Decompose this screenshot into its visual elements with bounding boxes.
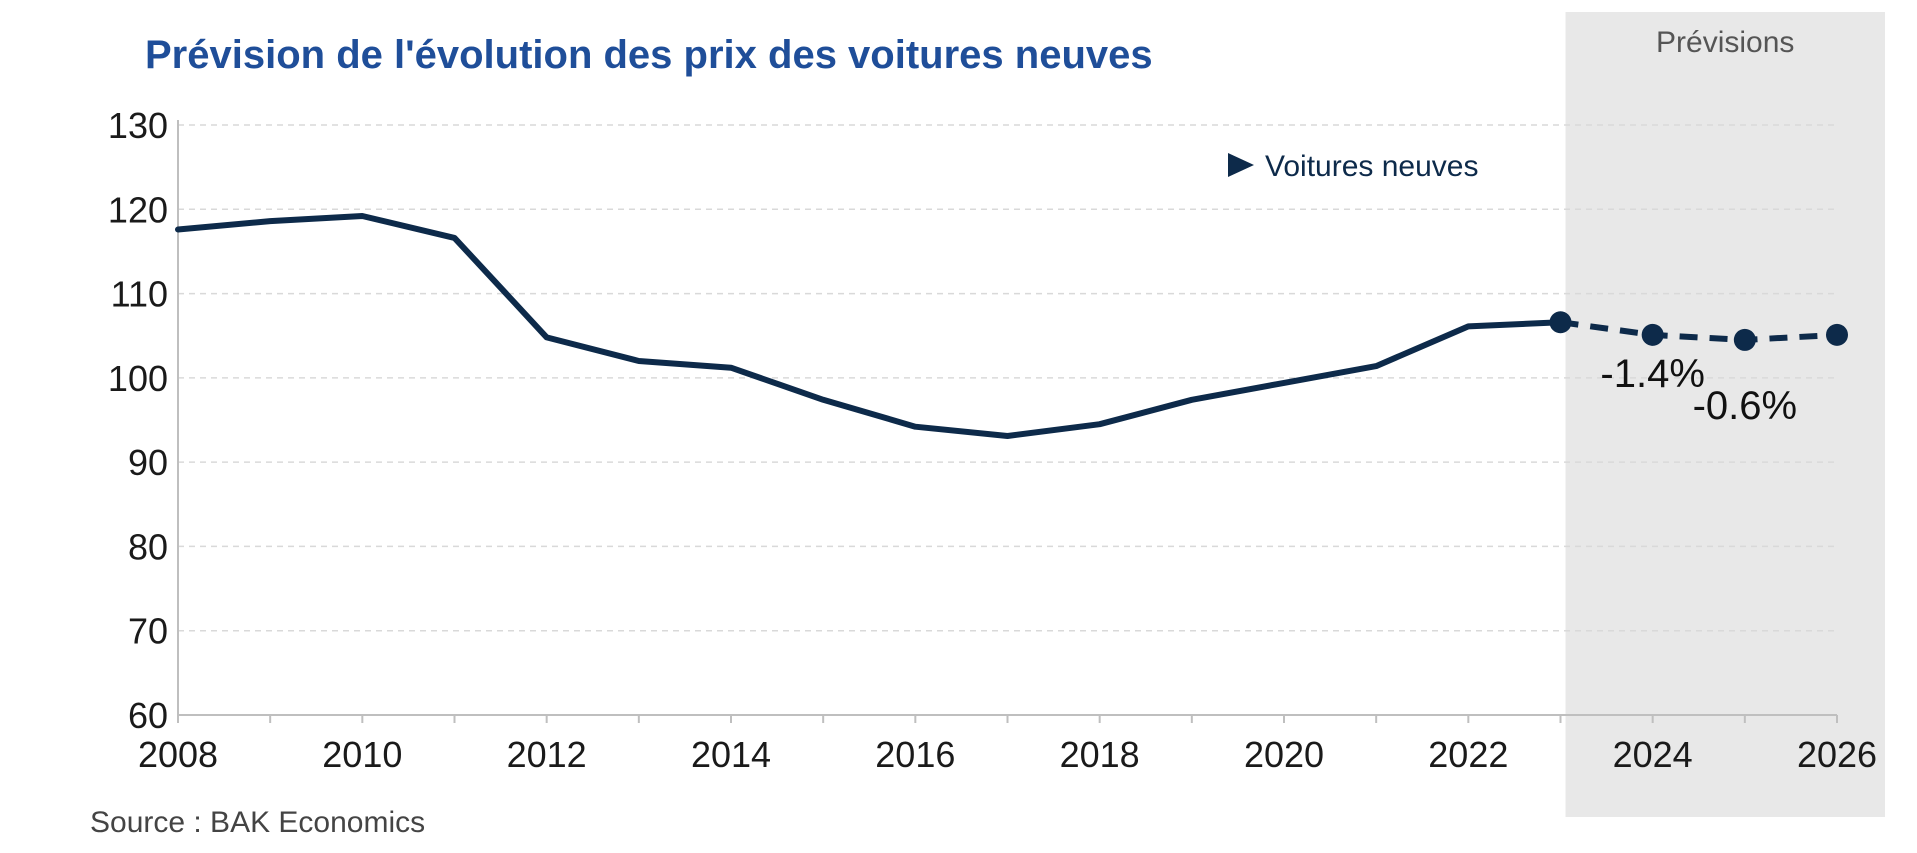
x-tick-label: 2018 — [1060, 734, 1140, 775]
chart-title: Prévision de l'évolution des prix des vo… — [145, 33, 1153, 77]
annotation-label: -1.4% — [1600, 352, 1705, 396]
x-tick-label: 2008 — [138, 734, 218, 775]
legend-marker-icon — [1228, 153, 1254, 177]
x-tick-label: 2016 — [875, 734, 955, 775]
y-tick-label: 130 — [108, 105, 168, 146]
y-tick-label: 90 — [128, 442, 168, 483]
x-axis-ticks: 2008 2010 2012 2014 2016 2018 2020 2022 2024 2026 — [138, 734, 1877, 775]
data-point — [1641, 323, 1664, 346]
forecast-band — [1565, 12, 1885, 817]
series-line-forecast — [1560, 319, 1838, 343]
annotations: -1.4%-0.6% — [1600, 352, 1797, 428]
legend: Voitures neuves — [1228, 150, 1478, 183]
x-tick-label: 2020 — [1244, 734, 1324, 775]
y-tick-label: 100 — [108, 358, 168, 399]
grid — [178, 124, 1837, 632]
y-tick-label: 60 — [128, 695, 168, 736]
data-point — [1826, 323, 1848, 346]
x-tick-label: 2026 — [1797, 734, 1877, 775]
series-line-actual — [175, 213, 1564, 439]
y-tick-label: 110 — [111, 274, 168, 315]
annotation-label: -0.6% — [1693, 384, 1798, 428]
x-tick-label: 2022 — [1428, 734, 1508, 775]
x-tick-label: 2010 — [322, 734, 402, 775]
x-tick-label: 2014 — [691, 734, 771, 775]
y-axis-ticks: 60 70 80 90 100 110 120 130 — [108, 105, 168, 736]
data-point — [1733, 328, 1756, 351]
y-tick-label: 120 — [108, 189, 168, 230]
axes — [177, 120, 1838, 723]
y-tick-label: 70 — [128, 611, 168, 652]
y-tick-label: 80 — [128, 526, 168, 567]
series-voitures-neuves — [175, 213, 1848, 439]
x-tick-label: 2024 — [1613, 734, 1693, 775]
source-note: Source : BAK Economics — [90, 806, 425, 839]
x-tick-label: 2012 — [507, 734, 587, 775]
legend-label: Voitures neuves — [1265, 150, 1478, 183]
forecast-label: Prévisions — [1656, 26, 1794, 59]
data-point — [1549, 311, 1572, 334]
